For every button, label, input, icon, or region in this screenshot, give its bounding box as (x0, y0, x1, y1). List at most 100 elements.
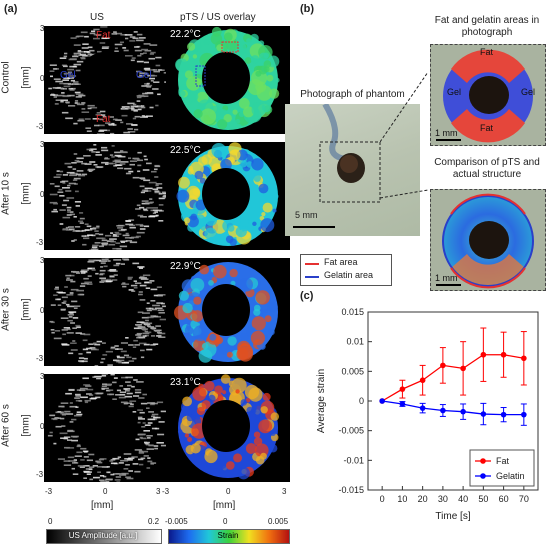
strain-colorbar-min: -0.005 (165, 517, 188, 526)
gelatin-series-point (399, 401, 406, 407)
y-tick: 3 (40, 372, 45, 381)
x-tick-label: 50 (478, 494, 488, 504)
compare-scale-label: 1 mm (435, 273, 458, 283)
strain-colorbar-label: Strain (217, 531, 239, 540)
us-speckle (49, 258, 167, 366)
compare-inset-graphic (436, 193, 534, 289)
fat-series-point (480, 351, 487, 358)
legend-label: Fat (496, 456, 510, 466)
inset-gel-right: Gel (521, 87, 536, 97)
us-speckle (49, 144, 168, 250)
col-us-title: US (90, 12, 104, 23)
x-tick: 3 (282, 487, 287, 496)
gelatin-series-point (460, 408, 466, 415)
y-tick: 0 (40, 190, 45, 199)
gelatin-series-point (480, 411, 487, 417)
y-tick: 0 (40, 74, 45, 83)
legend-marker (480, 458, 486, 464)
panel-a-letter: (a) (4, 3, 18, 15)
x-tick-label: 20 (418, 494, 428, 504)
fat-gel-inset-graphic (436, 49, 533, 143)
fat-series-point (399, 386, 406, 392)
y-unit-label: [mm] (20, 182, 32, 205)
y-axis-label: Average strain (316, 369, 327, 433)
gelatin-series-point (379, 398, 385, 404)
x-tick-label: 10 (397, 494, 407, 504)
fat-label-bottom: Fat (96, 114, 111, 125)
y-unit-label: [mm] (20, 66, 32, 89)
fat-series-point (419, 377, 426, 384)
photo-zoom-arrows (380, 71, 429, 199)
fat-label-top: Fat (96, 30, 111, 41)
compare-inset: 1 mm (430, 189, 546, 291)
gelatin-series-point (419, 405, 426, 411)
fat-gel-title: Fat and gelatin areas in photograph (434, 15, 540, 38)
x-tick: -3 (45, 487, 53, 496)
us-colorbar-max: 0.2 (148, 517, 160, 526)
phantom-photo (285, 104, 420, 236)
legend-marker (480, 473, 486, 479)
row-label: After 30 s (0, 288, 12, 331)
y-unit-label: [mm] (20, 414, 32, 437)
y-tick-label: 0 (359, 396, 364, 406)
row-label: After 10 s (0, 172, 12, 215)
gelatin-series-point (440, 407, 446, 414)
y-tick-label: -0.01 (343, 455, 364, 465)
fat-gel-inset: Fat Fat Gel Gel 1 mm (430, 44, 546, 146)
overlay-image: 22.2°C (166, 26, 290, 134)
overlay-image: 22.5°C (166, 142, 290, 250)
y-tick-label: 0.01 (346, 337, 364, 347)
y-tick: -3 (36, 354, 44, 363)
strain-colorbar-max: 0.005 (268, 517, 289, 526)
y-tick: -3 (36, 238, 44, 247)
gelatin-series-line (382, 400, 524, 416)
x-tick-label: 0 (380, 494, 385, 504)
y-tick: 3 (40, 256, 45, 265)
gel-label-right: Gel (136, 70, 152, 81)
col-overlay-title: pTS / US overlay (180, 12, 256, 23)
y-unit-label: [mm] (20, 298, 32, 321)
inset-fat-bottom: Fat (480, 123, 494, 133)
strain-colorbar (168, 529, 290, 544)
fat-series-point (460, 365, 466, 372)
us-image (44, 258, 168, 366)
legend-gel-line (305, 276, 319, 278)
y-tick-label: 0.015 (341, 307, 364, 317)
legend-label: Gelatin (496, 471, 525, 481)
x-tick: -3 (162, 487, 170, 496)
inset-fat-top: Fat (480, 47, 494, 57)
fat-series-point (500, 351, 507, 358)
x-tick-label: 70 (519, 494, 529, 504)
legend-box-b: Fat area Gelatin area (300, 254, 392, 286)
row-label: After 60 s (0, 404, 12, 447)
fat-series-point (521, 355, 527, 362)
y-tick: 3 (40, 140, 45, 149)
temperature-label: 22.5°C (170, 145, 201, 156)
overlay-image: 22.9°C (166, 258, 290, 366)
inset-scale-label: 1 mm (435, 128, 458, 138)
phantom-photo-graphic (293, 104, 381, 228)
y-tick-label: -0.005 (338, 426, 364, 436)
temperature-label: 22.2°C (170, 29, 201, 40)
strain-chart: -0.015 -0.01 -0.005 0 0.005 0.01 0.015 0 10 20 30 4… (316, 307, 539, 522)
legend-fat-text: Fat area (324, 257, 358, 267)
x-unit-label: [mm] (91, 500, 114, 511)
fat-series-line (381, 354, 524, 402)
x-tick: 0 (226, 487, 231, 496)
y-tick-label: -0.015 (338, 485, 364, 495)
y-tick: 3 (40, 24, 45, 33)
compare-title: Comparison of pTS and actual structure (434, 157, 540, 180)
y-tick: 0 (40, 422, 45, 431)
us-colorbar-label: US Amplitude [a.u.] (68, 531, 138, 540)
inset-gel-left: Gel (447, 87, 462, 97)
gelatin-series-point (500, 411, 507, 418)
chart-legend (469, 449, 535, 487)
panel-b-letter: (b) (300, 3, 315, 15)
gel-label-left: Gel (60, 70, 76, 81)
us-colorbar-min: 0 (48, 517, 53, 526)
us-speckle (48, 26, 168, 134)
y-tick-label: 0.005 (341, 366, 364, 376)
overlay-strain-map (175, 26, 280, 130)
overlay-strain-map (177, 374, 279, 480)
us-image (44, 374, 168, 482)
